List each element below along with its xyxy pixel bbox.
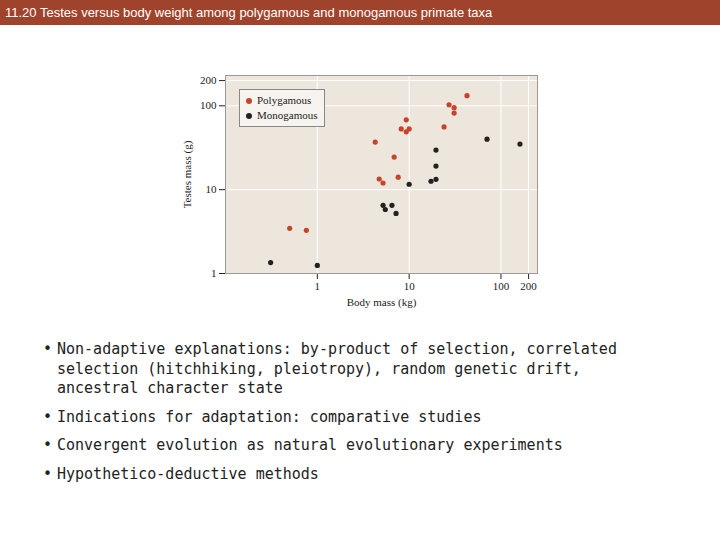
svg-text:200: 200 [520,280,537,292]
html-text:Hypothetico-deductive methods: Hypothetico-deductive methods [57,464,319,483]
html-text:Monogamous: Monogamous [257,109,318,121]
svg-text:Testes mass (g): Testes mass (g) [181,140,194,208]
html-text:11.20 Testes versus body weigh: 11.20 Testes versus body weight among po… [5,5,493,20]
html-text:Convergent evolution as natura: Convergent evolution as natural evolutio… [57,436,563,454]
svg-text:1: 1 [315,280,321,292]
svg-text:100: 100 [493,280,510,292]
svg-text:200: 200 [200,74,217,86]
svg-text:100: 100 [200,99,217,111]
html-text:Indications for adaptation: co: Indications for adaptation: comparative … [57,407,482,426]
svg-text:10: 10 [206,183,218,195]
html-text:Non-adaptive explanations: by-: Non-adaptive explanations: by-product of… [57,340,617,397]
html-text:Polygamous: Polygamous [257,94,312,106]
svg-text:1: 1 [211,267,217,279]
svg-text:10: 10 [404,280,416,292]
svg-text:Body mass (kg): Body mass (kg) [347,296,417,309]
